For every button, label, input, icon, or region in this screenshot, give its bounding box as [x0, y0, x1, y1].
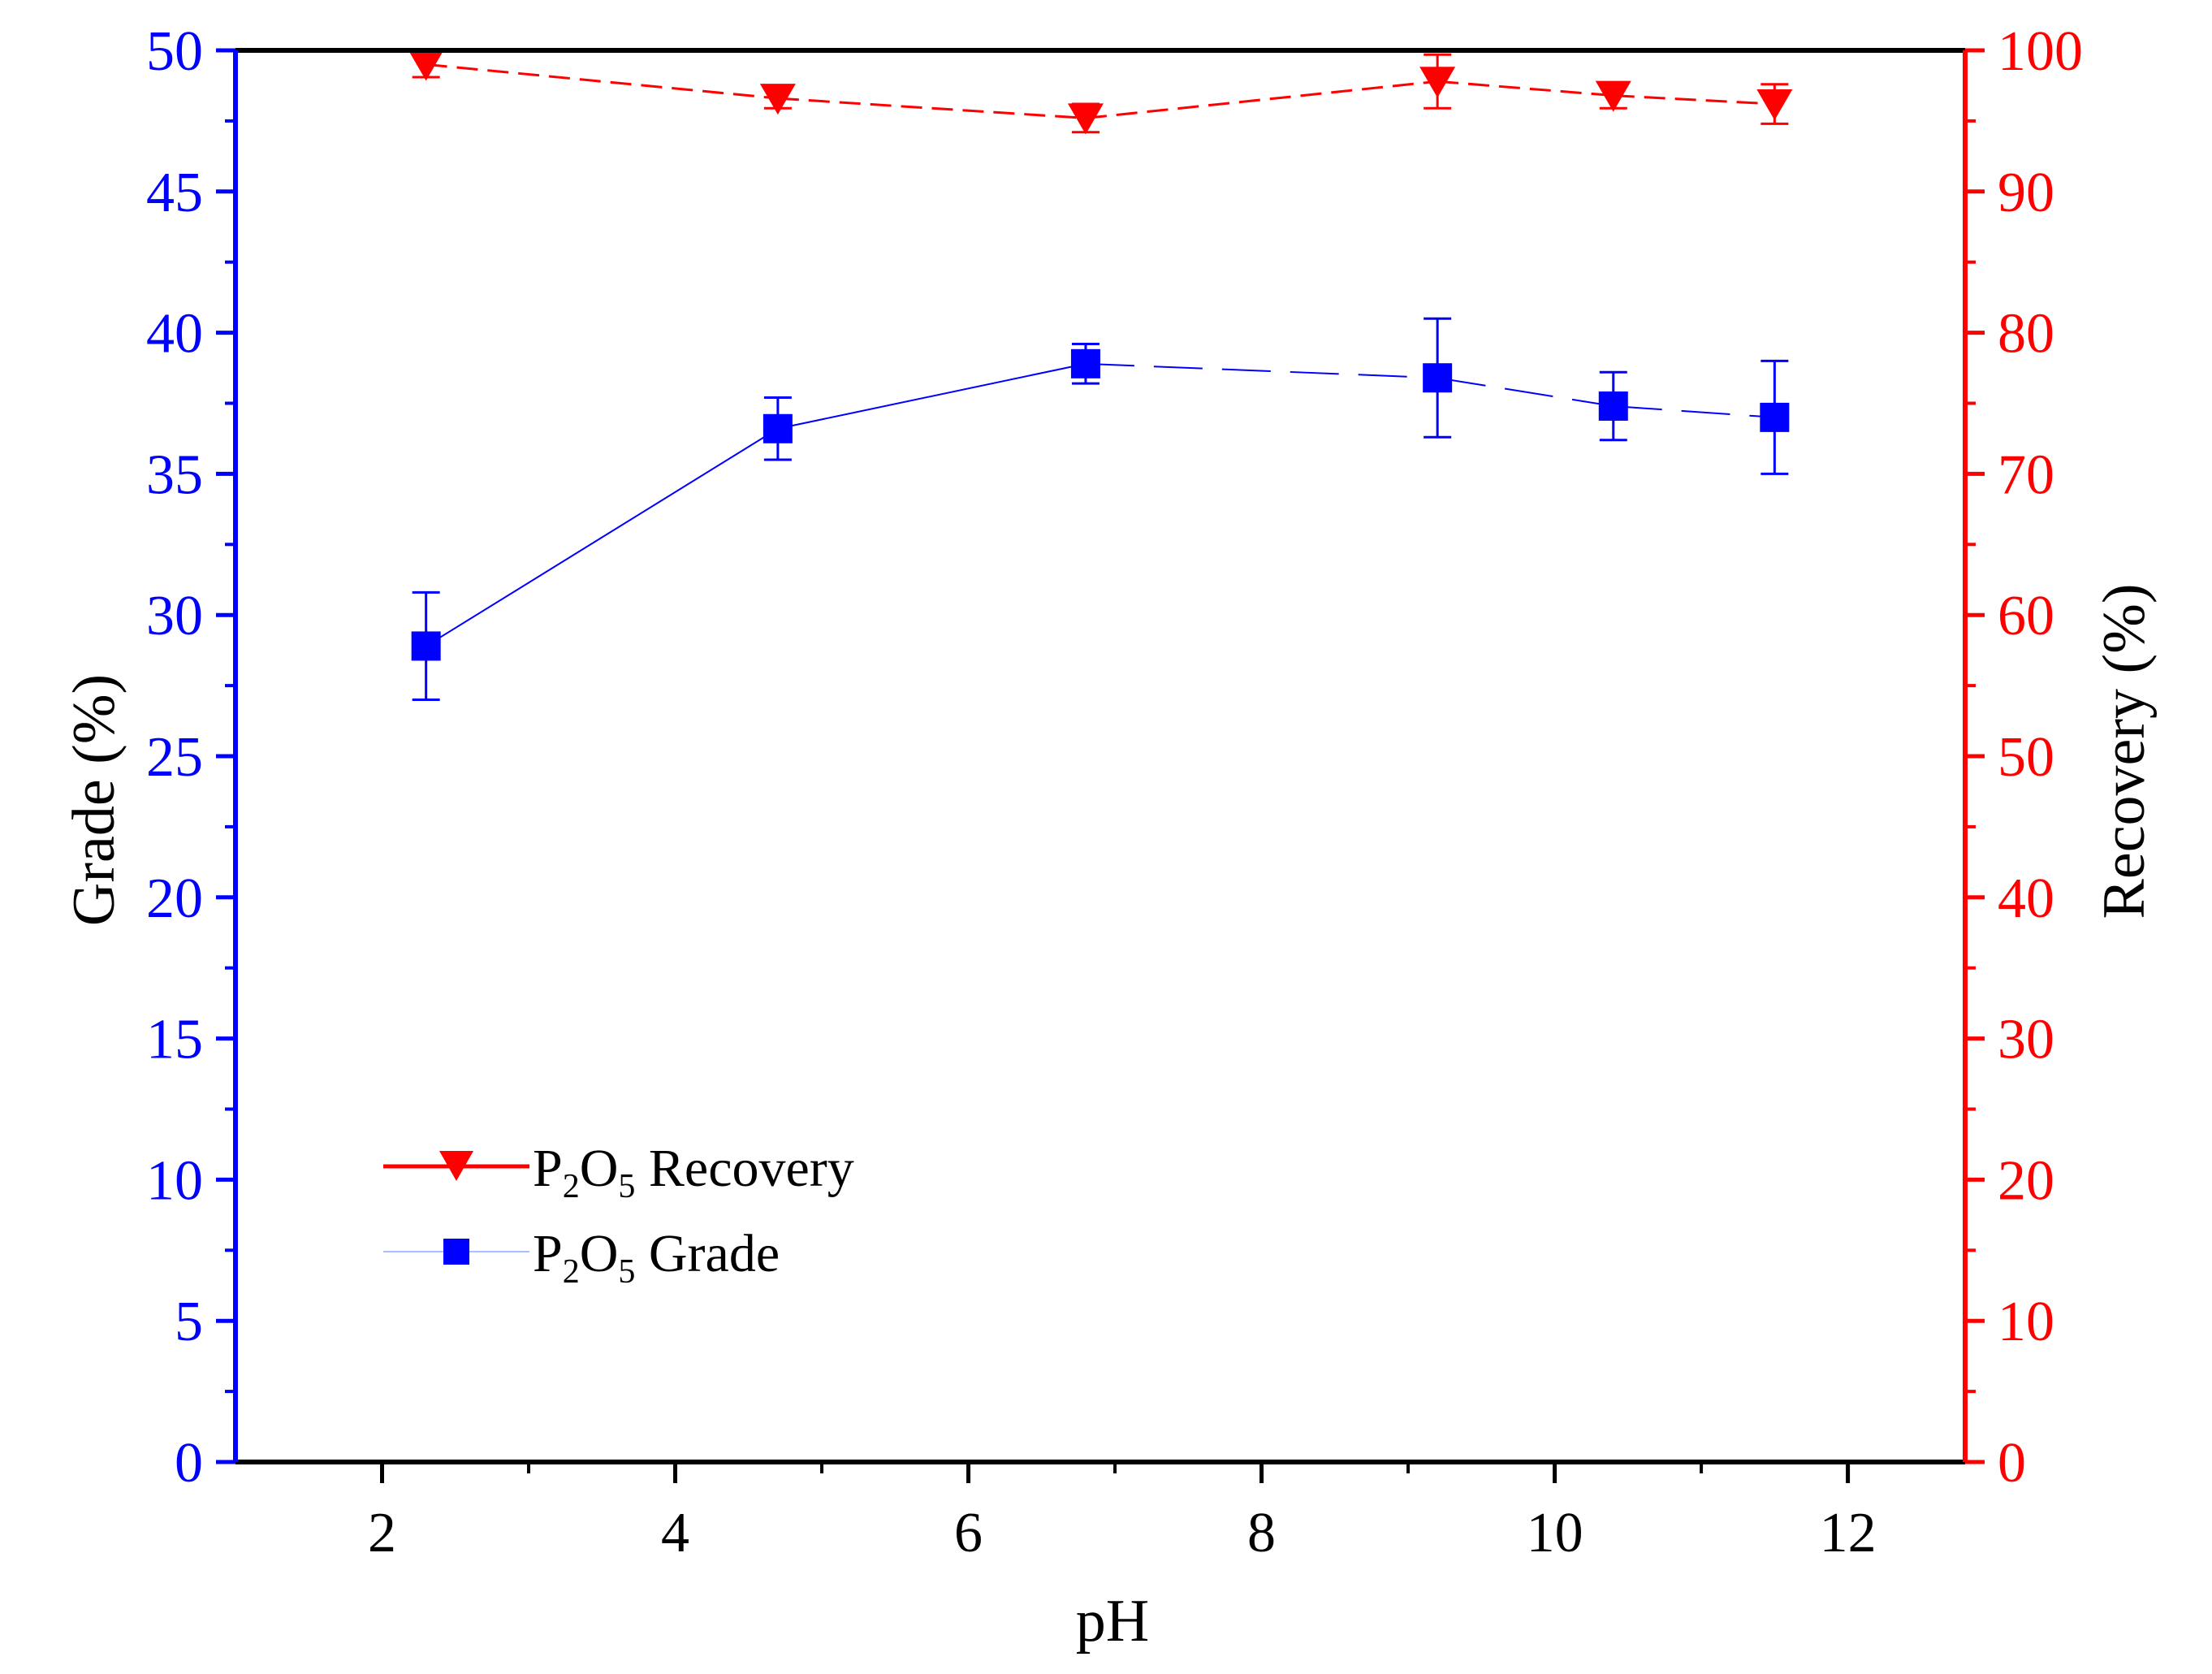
right-y-tick-label: 10: [1998, 1291, 2054, 1353]
left-y-tick-label: 40: [146, 303, 203, 366]
recovery-line-segment: [426, 63, 779, 100]
legend-grade-sub2: 5: [618, 1253, 635, 1291]
legend-grade-sub1: 2: [563, 1253, 580, 1291]
right-y-tick-label: 70: [1998, 443, 2054, 506]
x-tick-label: 12: [1820, 1502, 1877, 1564]
legend-item-grade: P2O5 Grade: [383, 1224, 780, 1291]
grade-line-segment: [426, 427, 779, 647]
grade-line-segment: [777, 362, 1087, 430]
left-y-tick-label: 0: [175, 1432, 203, 1494]
grade-point: [411, 631, 441, 661]
recovery-point: [1595, 80, 1631, 112]
left-y-tick-label: 5: [175, 1291, 203, 1353]
grade-point: [1598, 391, 1628, 421]
x-tick-label: 2: [368, 1502, 396, 1564]
x-tick-label: 6: [954, 1502, 983, 1564]
legend-recovery-o: O: [580, 1139, 619, 1198]
grade-line-segment: [1613, 404, 1775, 418]
left-axis-title: Grade (%): [61, 674, 127, 926]
x-tick-label: 10: [1527, 1502, 1583, 1564]
left-y-tick-label: 50: [146, 20, 203, 83]
recovery-point: [1419, 67, 1456, 98]
grade-point: [1760, 402, 1790, 432]
right-y-tick-label: 60: [1998, 585, 2054, 647]
recovery-point: [1067, 103, 1104, 135]
left-y-tick-label: 45: [146, 162, 203, 224]
plot-area: [408, 50, 1793, 701]
recovery-point: [759, 84, 796, 115]
legend: P2O5 Recovery P2O5 Grade: [383, 1139, 854, 1291]
right-y-tick-label: 80: [1998, 303, 2054, 366]
legend-item-recovery: P2O5 Recovery: [383, 1139, 854, 1205]
right-y-tick-label: 100: [1998, 20, 2083, 83]
legend-recovery-marker: [439, 1151, 473, 1181]
right-y-tick-label: 90: [1998, 162, 2054, 224]
x-tick-label: 8: [1247, 1502, 1276, 1564]
recovery-point: [408, 50, 444, 81]
recovery-line-segment: [1085, 80, 1438, 119]
right-y-tick-label: 0: [1998, 1432, 2026, 1494]
legend-recovery-label: P2O5 Recovery: [533, 1139, 854, 1205]
legend-recovery-sub2: 5: [618, 1168, 635, 1205]
legend-recovery-p: P: [533, 1139, 563, 1198]
grade-point: [1423, 363, 1453, 393]
legend-grade-label: P2O5 Grade: [533, 1224, 780, 1291]
recovery-line-segment: [1437, 80, 1614, 97]
grade-line-segment: [1437, 377, 1614, 407]
grade-point: [1070, 348, 1100, 378]
right-y-tick-label: 50: [1998, 726, 2054, 789]
grade-point: [763, 413, 793, 443]
legend-grade-o: O: [580, 1224, 619, 1283]
right-y-tick-label: 40: [1998, 867, 2054, 930]
recovery-line-segment: [777, 97, 1087, 119]
right-y-tick-label: 20: [1998, 1149, 2054, 1212]
left-y-tick-label: 25: [146, 726, 203, 789]
legend-grade-tail: Grade: [635, 1224, 780, 1283]
grade-line-segment: [1085, 362, 1438, 379]
right-axis-title: Recovery (%): [2091, 584, 2158, 919]
left-y-tick-label: 20: [146, 867, 203, 930]
recovery-line-segment: [1613, 94, 1775, 106]
ticks: 2 4 6 8 10 1205101520253035404550010203040506…: [146, 20, 2083, 1564]
legend-grade-marker: [443, 1239, 469, 1265]
left-y-tick-label: 10: [146, 1149, 203, 1212]
legend-grade-p: P: [533, 1224, 563, 1283]
legend-recovery-sub1: 2: [563, 1168, 580, 1205]
x-tick-label: 4: [661, 1502, 689, 1564]
right-y-tick-label: 30: [1998, 1009, 2054, 1071]
legend-recovery-tail: Recovery: [635, 1139, 853, 1198]
left-y-tick-label: 15: [146, 1009, 203, 1071]
left-y-tick-label: 35: [146, 443, 203, 506]
x-axis-title: pH: [1076, 1588, 1149, 1655]
recovery-point: [1756, 89, 1793, 121]
left-y-tick-label: 30: [146, 585, 203, 647]
axes: [233, 48, 1968, 1464]
